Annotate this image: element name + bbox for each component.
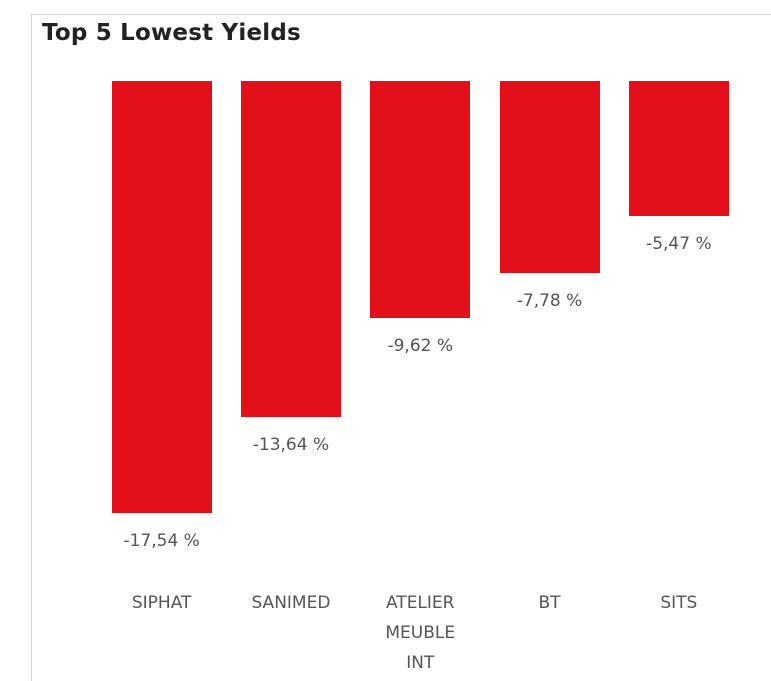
- bar: [370, 81, 471, 318]
- x-tick-label: SIPHAT: [131, 593, 192, 613]
- bar: [240, 81, 341, 417]
- bar: [628, 81, 729, 216]
- x-tick-label: BT: [538, 593, 561, 613]
- data-label: -7,78 %: [516, 290, 583, 311]
- chart-title: Top 5 Lowest Yields: [42, 20, 301, 46]
- data-label: -13,64 %: [252, 434, 330, 455]
- x-tick-label: ATELIER MEUBLE INT: [385, 593, 456, 673]
- frame: [31, 14, 771, 15]
- bar: [111, 81, 212, 513]
- x-tick-label: SANIMED: [251, 593, 331, 613]
- x-tick-label: SITS: [660, 593, 698, 613]
- data-label: -17,54 %: [123, 531, 200, 551]
- data-label: -9,62 %: [387, 335, 454, 356]
- bar: [499, 81, 600, 273]
- frame: [31, 14, 32, 681]
- data-label: -5,47 %: [646, 233, 712, 254]
